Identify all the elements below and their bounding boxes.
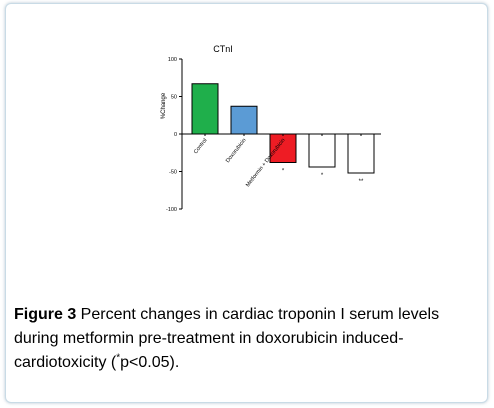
bar — [191, 83, 219, 135]
figure-caption: Figure 3 Percent changes in cardiac trop… — [14, 303, 484, 375]
caption-label: Figure 3 — [14, 306, 77, 323]
bar — [308, 133, 336, 168]
category-label: Control — [193, 138, 209, 156]
significance-marker: * — [282, 169, 285, 175]
caption-text-end: p<0.05). — [120, 354, 180, 371]
figure-card: CTnI %Change 100 50 0 -50 -100 Control Doxoru… — [5, 3, 488, 403]
y-tick-label: 50 — [171, 95, 177, 101]
bar — [347, 133, 375, 174]
y-tick-label: -50 — [169, 170, 177, 176]
y-tick-label: 100 — [168, 57, 177, 63]
y-tick-label: -100 — [166, 207, 177, 213]
caption-asterisk: * — [116, 352, 121, 364]
significance-marker: * — [321, 173, 324, 179]
bar-chart: CTnI %Change 100 50 0 -50 -100 Control Doxoru… — [161, 44, 381, 213]
y-axis-label: %Change — [161, 92, 167, 119]
caption-text: Percent changes in cardiac troponin I se… — [14, 306, 440, 371]
bar — [230, 105, 258, 135]
chart-title: CTnI — [213, 44, 233, 54]
significance-marker: ** — [359, 179, 364, 185]
category-label: Doxorubicin — [225, 138, 248, 165]
y-tick-label: 0 — [174, 132, 177, 138]
